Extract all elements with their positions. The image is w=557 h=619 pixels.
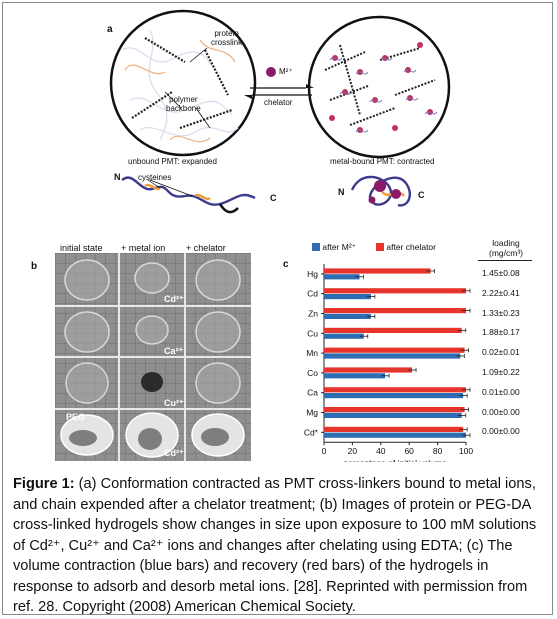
category-label: Cd [307,289,318,299]
c-terminus-left: C [270,193,277,203]
loading-value: 2.22±0.41 [482,287,520,298]
panel-b-letter: b [31,261,38,272]
panel-a-letter: a [107,24,113,35]
panel-c-letter: c [283,259,289,270]
x-axis-label: percentage of initial volume [343,458,447,462]
bar-after-metal [324,294,371,300]
legend-red: after chelator [376,242,436,252]
row2-ion-label: Ca²⁺ [164,346,184,356]
figure-frame [2,2,553,615]
loading-value: 1.33±0.23 [482,307,520,318]
loading-header: loading (mg/cm³) [481,238,531,258]
bar-after-metal [324,313,371,319]
row1-ion-label: Cd²⁺ [164,294,184,304]
chelator-label: chelator [264,98,293,107]
bar-after-metal [324,333,364,339]
legend-blue-label: after M²⁺ [322,242,357,252]
loading-value: 0.02±0.01 [482,347,520,358]
bar-after-chelator [324,268,431,274]
peg-label: PEG [66,412,86,422]
metal-ion-label: M²⁺ [279,67,293,76]
loading-header-line1: loading [492,238,520,248]
bar-after-metal [324,393,464,399]
bar-after-metal [324,432,466,438]
x-tick-label: 20 [348,446,358,456]
caption-text: (a) Conformation contracted as PMT cross… [13,476,537,615]
header-chelator: + chelator [186,243,226,253]
loading-values-column: 1.45±0.08 2.22±0.41 1.33±0.23 1.88±0.17 0.02… [478,262,538,442]
x-tick-label: 100 [459,446,473,456]
volume-bar-chart: Hg Cd Zn Cu Mn Co Ca Mg Cd*0 20 40 60 80 100 percentag… [304,264,473,462]
legend-blue: after M²⁺ [312,242,356,253]
crosslink-label-line1: protein [214,29,239,38]
bar-after-chelator [324,426,464,432]
bar-after-chelator [324,288,466,294]
bar-after-metal [324,412,462,418]
metal-ion-icon [266,67,276,77]
c-terminus-right: C [418,190,425,200]
bound-label: metal-bound PMT: contracted [330,157,435,166]
protein-crosslink-label: protein crosslink [211,29,242,47]
loading-value: 0.00±0.00 [482,406,520,417]
x-tick-label: 0 [322,446,327,456]
bar-after-chelator [324,407,465,413]
polymer-backbone-label: polymer backbone [166,95,201,113]
x-tick-label: 60 [404,446,414,456]
x-tick-label: 40 [376,446,386,456]
loading-value: 1.45±0.08 [482,267,520,278]
header-metal-ion: + metal ion [121,243,166,253]
loading-value: 1.09±0.22 [482,366,520,377]
loading-value: 0.00±0.00 [482,426,520,437]
hydrogel-image-grid [55,253,251,461]
category-label: Cu [307,328,318,338]
header-initial-state: initial state [60,243,103,253]
backbone-label-line2: backbone [166,104,201,113]
unbound-label: unbound PMT: expanded [128,157,217,166]
category-label: Co [307,368,318,378]
figure-caption: Figure 1: (a) Conformation contracted as… [13,474,543,618]
category-label: Mg [306,408,318,418]
row4-ion-label: Cd²⁺ [164,448,184,458]
crosslink-label-line2: crosslink [211,38,243,47]
legend-red-swatch [376,243,384,251]
bar-after-metal [324,274,360,280]
legend-blue-swatch [312,243,320,251]
category-label: Ca [307,388,318,398]
cysteines-label: cysteines [138,173,172,182]
bar-after-chelator [324,347,465,353]
category-label: Cd* [304,427,319,437]
row3-ion-label: Cu²⁺ [164,398,184,408]
bar-after-metal [324,353,461,359]
category-label: Zn [308,309,318,319]
protein-chain-left [121,176,256,206]
n-terminus-left: N [114,172,121,182]
n-terminus-right: N [338,187,345,197]
category-label: Mn [306,348,318,358]
x-tick-label: 80 [433,446,443,456]
panel-a-graphic [109,9,451,214]
category-label: Hg [307,269,318,279]
bar-after-chelator [324,367,413,373]
loading-divider [478,260,532,261]
bar-after-metal [324,373,386,379]
caption-fig-label: Figure 1: [13,476,75,492]
backbone-label-line1: polymer [169,95,198,104]
loading-value: 0.01±0.00 [482,386,520,397]
bar-after-chelator [324,387,466,393]
legend-red-label: after chelator [386,242,436,252]
bar-after-chelator [324,308,466,314]
loading-value: 1.88±0.17 [482,327,520,338]
expanded-network-circle [109,9,257,157]
contracted-network-circle [307,15,451,159]
loading-header-line2: (mg/cm³) [489,248,523,258]
bar-after-chelator [324,327,462,333]
